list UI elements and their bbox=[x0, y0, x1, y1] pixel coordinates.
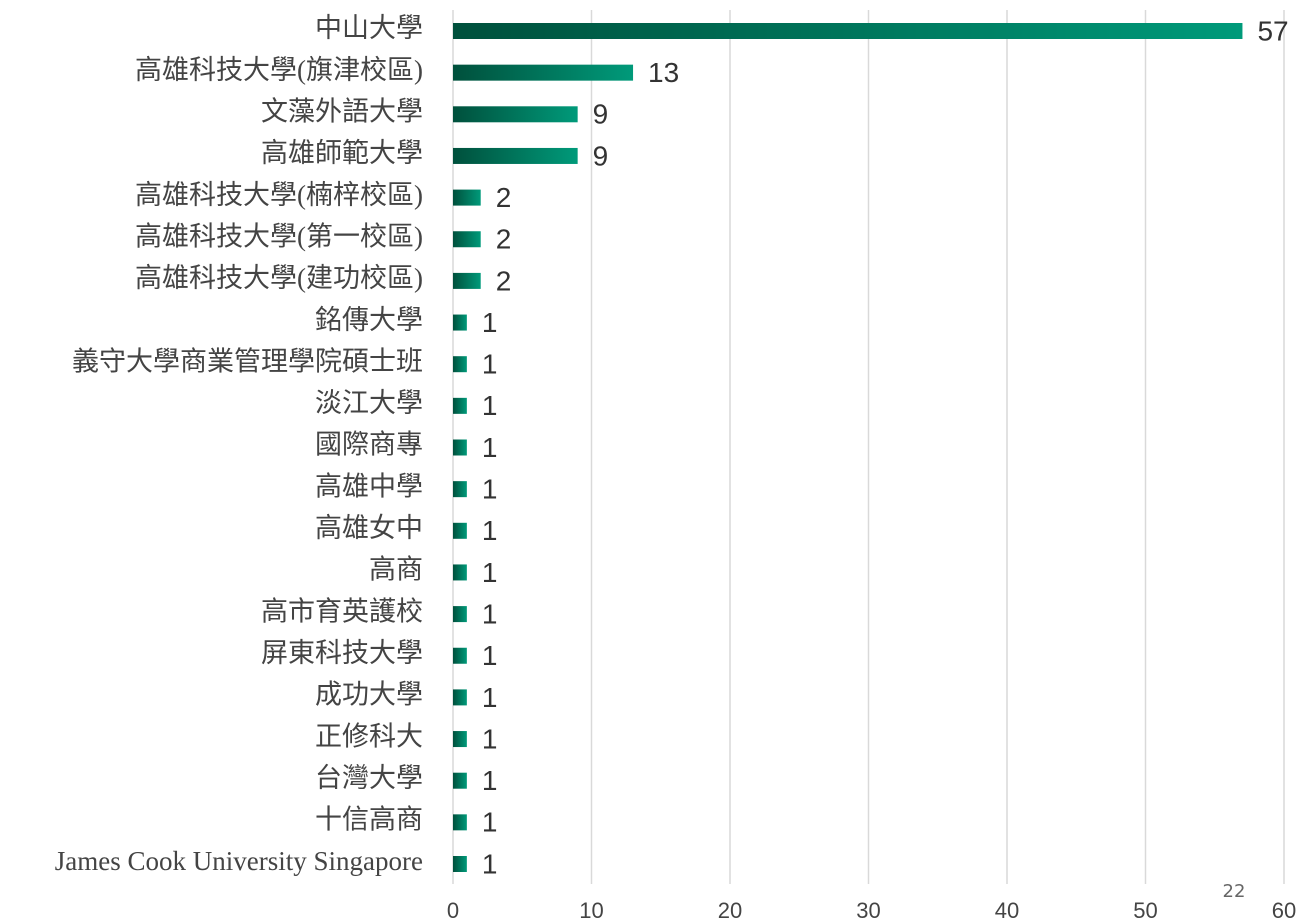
x-tick-label: 30 bbox=[856, 898, 880, 923]
value-label: 1 bbox=[482, 807, 498, 838]
category-label: 屏東科技大學 bbox=[261, 638, 423, 668]
category-label: 中山大學 bbox=[315, 13, 423, 43]
value-label: 1 bbox=[482, 390, 498, 421]
bar bbox=[453, 64, 634, 81]
value-label: 2 bbox=[496, 182, 512, 213]
bar bbox=[453, 314, 467, 331]
category-label: 高雄科技大學(楠梓校區) bbox=[135, 180, 423, 210]
category-label: 成功大學 bbox=[315, 680, 423, 710]
bar bbox=[453, 731, 467, 748]
value-label: 1 bbox=[482, 682, 498, 713]
category-label: 台灣大學 bbox=[315, 763, 423, 793]
category-label: 十信高商 bbox=[315, 805, 423, 835]
value-label: 2 bbox=[496, 265, 512, 296]
x-tick-label: 0 bbox=[447, 898, 459, 923]
category-label: 高雄科技大學(建功校區) bbox=[135, 263, 423, 293]
bar bbox=[453, 397, 467, 414]
value-label: 13 bbox=[648, 57, 679, 88]
value-label: 1 bbox=[482, 557, 498, 588]
value-label: 1 bbox=[482, 598, 498, 629]
category-label: 高雄科技大學(第一校區) bbox=[135, 221, 423, 251]
bar bbox=[453, 856, 467, 872]
value-label: 1 bbox=[482, 640, 498, 671]
bar bbox=[453, 231, 481, 248]
value-label: 1 bbox=[482, 723, 498, 754]
category-label: James Cook University Singapore bbox=[55, 846, 423, 876]
x-tick-label: 10 bbox=[579, 898, 603, 923]
value-label: 2 bbox=[496, 224, 512, 255]
value-label: 9 bbox=[593, 140, 609, 171]
x-tick-label: 60 bbox=[1272, 898, 1296, 923]
value-label: 1 bbox=[482, 474, 498, 505]
value-label: 1 bbox=[482, 432, 498, 463]
bar bbox=[453, 689, 467, 706]
value-label: 9 bbox=[593, 99, 609, 130]
bar bbox=[453, 606, 467, 623]
x-tick-label: 40 bbox=[995, 898, 1019, 923]
category-label: 淡江大學 bbox=[315, 388, 423, 418]
category-label: 國際商專 bbox=[315, 430, 423, 460]
category-label: 高雄師範大學 bbox=[261, 138, 423, 168]
bar bbox=[453, 772, 467, 789]
value-label: 57 bbox=[1257, 15, 1288, 46]
bar bbox=[453, 564, 467, 581]
category-label: 正修科大 bbox=[315, 721, 423, 751]
category-label: 高商 bbox=[369, 555, 423, 585]
page-number: 22 bbox=[1223, 881, 1246, 902]
bar bbox=[453, 439, 467, 456]
value-label: 1 bbox=[482, 848, 498, 879]
bar bbox=[453, 23, 1243, 39]
category-label: 高雄女中 bbox=[315, 513, 423, 543]
category-label: 高市育英護校 bbox=[261, 596, 423, 626]
bar bbox=[453, 189, 481, 206]
category-label: 義守大學商業管理學院碩士班 bbox=[72, 346, 423, 376]
bar bbox=[453, 814, 467, 831]
bar bbox=[453, 106, 578, 123]
bar bbox=[453, 272, 481, 289]
bar bbox=[453, 522, 467, 539]
bar bbox=[453, 147, 578, 164]
x-tick-label: 20 bbox=[718, 898, 742, 923]
category-label: 文藻外語大學 bbox=[261, 97, 423, 127]
category-label: 銘傳大學 bbox=[315, 305, 423, 335]
value-label: 1 bbox=[482, 765, 498, 796]
bar bbox=[453, 647, 467, 664]
bar bbox=[453, 481, 467, 498]
value-label: 1 bbox=[482, 515, 498, 546]
category-label: 高雄科技大學(旗津校區) bbox=[135, 55, 423, 85]
bar bbox=[453, 356, 467, 373]
value-label: 1 bbox=[482, 307, 498, 338]
value-label: 1 bbox=[482, 349, 498, 380]
x-tick-label: 50 bbox=[1133, 898, 1157, 923]
category-label: 高雄中學 bbox=[315, 471, 423, 501]
